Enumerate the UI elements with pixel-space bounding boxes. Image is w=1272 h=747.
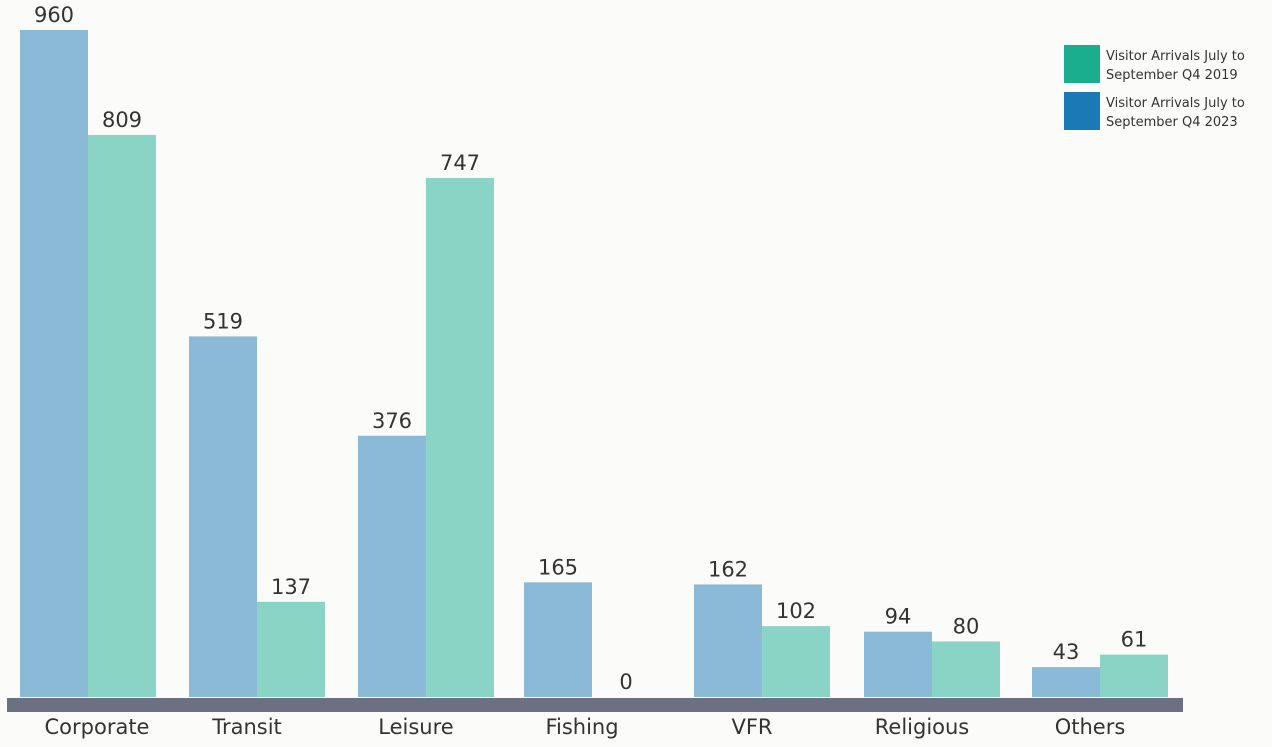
x-axis: [7, 698, 1183, 712]
bar: [88, 134, 156, 697]
legend-swatch: [1064, 92, 1100, 130]
data-label: 61: [1121, 628, 1148, 652]
bar: [20, 30, 88, 697]
data-label: 747: [440, 151, 480, 175]
data-label: 809: [102, 108, 142, 132]
bar: [257, 601, 325, 697]
bar: [864, 631, 932, 697]
bar: [524, 582, 592, 697]
x-tick-label: Leisure: [378, 715, 453, 739]
data-label: 162: [708, 557, 748, 581]
bar: [426, 177, 494, 698]
bar: [358, 435, 426, 697]
legend-line: September Q4 2023: [1106, 115, 1238, 130]
data-label: 960: [34, 3, 74, 27]
legend-line: Visitor Arrivals July to: [1106, 96, 1245, 111]
legend-label: Visitor Arrivals July to September Q4 201…: [1106, 49, 1245, 83]
data-label: 80: [953, 614, 980, 638]
bar: [189, 336, 257, 697]
legend-label: Visitor Arrivals July to September Q4 202…: [1106, 96, 1245, 130]
data-label: 165: [538, 555, 578, 579]
data-label: 43: [1053, 640, 1080, 664]
x-tick-label: Religious: [875, 715, 970, 739]
bar: [1100, 654, 1168, 697]
data-label: 376: [372, 409, 412, 433]
x-tick-label: Others: [1055, 715, 1126, 739]
x-tick-label: VFR: [731, 715, 772, 739]
legend-swatch: [1064, 45, 1100, 83]
bar: [932, 641, 1000, 697]
data-label: 94: [885, 605, 912, 629]
data-label: 519: [203, 309, 243, 333]
data-label: 0: [619, 670, 632, 694]
data-label: 137: [271, 575, 311, 599]
legend-line: Visitor Arrivals July to: [1106, 49, 1245, 64]
bar: [1032, 667, 1100, 697]
legend-line: September Q4 2019: [1106, 68, 1238, 83]
bar: [694, 584, 762, 697]
data-label: 102: [776, 599, 816, 623]
x-tick-label: Corporate: [45, 715, 150, 739]
bar: [762, 626, 830, 697]
x-tick-label: Transit: [211, 715, 282, 739]
x-tick-label: Fishing: [545, 715, 618, 739]
